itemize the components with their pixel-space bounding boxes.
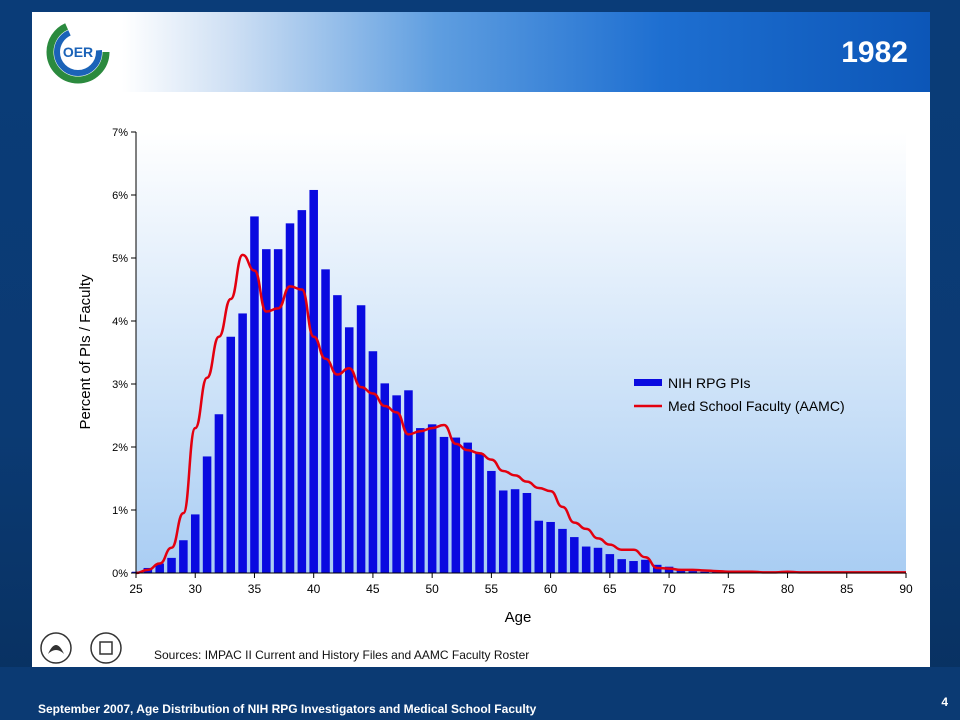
- bar-age-65: [605, 554, 615, 573]
- y-tick-label: 6%: [112, 190, 128, 202]
- x-tick-label: 55: [485, 582, 499, 596]
- bar-age-47: [392, 395, 401, 573]
- x-tick-label: 80: [781, 582, 795, 596]
- bar-age-54: [475, 453, 484, 573]
- y-tick-label: 5%: [112, 253, 128, 265]
- chart: 0% 1% 2% 3% 4% 5% 6% 7% 25 30 35 40 45 50 55 60 65 70 75 8…: [77, 127, 913, 626]
- bar-age-62: [570, 537, 579, 573]
- x-tick-label: 65: [603, 582, 617, 596]
- bar-age-71: [676, 569, 686, 573]
- nih-building-icon: [99, 641, 113, 655]
- y-axis-label: Percent of PIs / Faculty: [77, 274, 94, 430]
- bar-age-74: [712, 571, 721, 573]
- y-tick-label: 3%: [112, 379, 128, 391]
- bar-age-32: [214, 414, 224, 573]
- x-tick-label: 70: [662, 582, 676, 596]
- x-axis-ticks: 25 30 35 40 45 50 55 60 65 70 75 80 85 90: [129, 573, 913, 596]
- page-number: 4: [941, 695, 948, 709]
- bar-age-52: [451, 437, 461, 573]
- bar-age-66: [617, 559, 626, 573]
- bar-age-53: [463, 442, 472, 573]
- bar-age-42: [333, 295, 342, 573]
- bar-age-30: [190, 514, 200, 573]
- header-band: [32, 12, 930, 92]
- bar-age-43: [344, 327, 354, 573]
- bar-age-41: [321, 269, 330, 573]
- footer-bar: [0, 667, 960, 720]
- x-tick-label: 60: [544, 582, 558, 596]
- logo-text: OER: [63, 44, 93, 60]
- slide-title: 1982: [841, 36, 908, 69]
- bar-age-46: [380, 383, 390, 573]
- logo-core: [63, 37, 93, 67]
- y-axis-ticks: 0% 1% 2% 3% 4% 5% 6% 7%: [112, 127, 136, 580]
- bar-age-56: [498, 490, 508, 573]
- bar-age-58: [522, 492, 532, 573]
- bar-series: [131, 189, 792, 574]
- legend: NIH RPG PIs Med School Faculty (AAMC): [634, 375, 845, 414]
- legend-label-nih: NIH RPG PIs: [668, 375, 750, 391]
- x-tick-label: 45: [366, 582, 380, 596]
- bar-age-73: [700, 571, 709, 573]
- bar-age-28: [167, 557, 176, 573]
- bar-age-51: [439, 436, 449, 573]
- aamc-line-series: [135, 253, 906, 575]
- bar-age-68: [641, 559, 650, 573]
- bar-age-40: [309, 189, 318, 573]
- oer-logo: OER: [46, 20, 110, 84]
- bar-age-31: [202, 456, 212, 573]
- x-tick-label: 30: [189, 582, 203, 596]
- bar-age-38: [285, 223, 295, 573]
- bar-age-55: [487, 470, 496, 573]
- logo-ring-outer: [46, 20, 110, 84]
- bar-age-33: [226, 336, 236, 573]
- hhs-seal-icon: [40, 632, 72, 664]
- bar-age-35: [250, 216, 259, 574]
- bar-age-64: [593, 547, 603, 573]
- bar-age-44: [356, 305, 366, 573]
- bar-age-34: [238, 313, 247, 573]
- x-tick-label: 50: [425, 582, 439, 596]
- bar-age-60: [546, 521, 555, 573]
- bar-age-36: [262, 249, 271, 573]
- bar-age-50: [427, 424, 437, 573]
- y-tick-label: 1%: [112, 505, 128, 517]
- bar-age-67: [629, 561, 638, 573]
- legend-label-aamc: Med School Faculty (AAMC): [668, 398, 845, 414]
- sources-note: Sources: IMPAC II Current and History Fi…: [154, 648, 530, 662]
- bar-age-59: [534, 520, 544, 573]
- bar-age-29: [179, 540, 188, 573]
- bar-age-27: [155, 563, 164, 573]
- x-tick-label: 75: [722, 582, 736, 596]
- bar-age-57: [510, 489, 520, 573]
- nih-seal-icon: [90, 632, 122, 664]
- bar-age-70: [664, 566, 674, 573]
- x-tick-label: 85: [840, 582, 854, 596]
- hhs-nih-logos: [40, 632, 122, 664]
- logo-ring-middle: [54, 28, 102, 76]
- bar-age-39: [297, 210, 307, 573]
- x-tick-label: 90: [899, 582, 913, 596]
- y-tick-label: 7%: [112, 127, 128, 139]
- bar-age-61: [558, 528, 567, 573]
- legend-bar-swatch: [634, 379, 662, 386]
- bar-age-63: [581, 546, 591, 573]
- footer-caption: September 2007, Age Distribution of NIH …: [38, 702, 537, 716]
- bar-age-37: [273, 249, 283, 573]
- x-axis-label: Age: [505, 609, 532, 626]
- hhs-eagle-icon: [48, 645, 64, 654]
- x-tick-label: 25: [129, 582, 143, 596]
- y-tick-label: 4%: [112, 316, 128, 328]
- bar-age-72: [688, 571, 698, 573]
- y-tick-label: 0%: [112, 568, 128, 580]
- bar-age-45: [368, 351, 378, 573]
- bar-age-49: [416, 428, 425, 573]
- bar-age-48: [404, 390, 413, 573]
- x-tick-label: 35: [248, 582, 262, 596]
- x-tick-label: 40: [307, 582, 321, 596]
- y-tick-label: 2%: [112, 442, 128, 454]
